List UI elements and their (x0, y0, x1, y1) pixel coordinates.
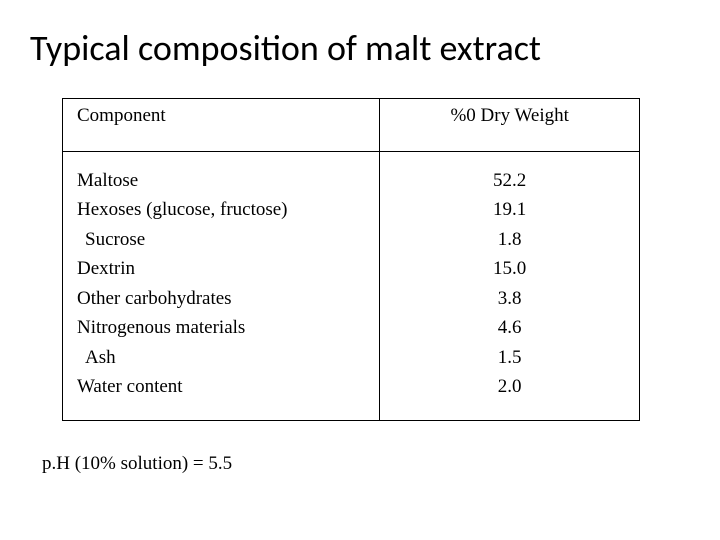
component-label: Other carbohydrates (77, 284, 369, 313)
component-value: 1.8 (390, 225, 629, 254)
component-label: Water content (77, 372, 369, 401)
component-label: Nitrogenous materials (77, 313, 369, 342)
composition-table-wrap: Component %0 Dry Weight MaltoseHexoses (… (62, 98, 640, 421)
component-label: Maltose (77, 166, 369, 195)
components-cell: MaltoseHexoses (glucose, fructose)Sucros… (63, 152, 380, 421)
composition-table: Component %0 Dry Weight MaltoseHexoses (… (62, 98, 640, 421)
component-label: Ash (77, 343, 369, 372)
table-body-row: MaltoseHexoses (glucose, fructose)Sucros… (63, 152, 640, 421)
page-title: Typical composition of malt extract (30, 26, 690, 70)
component-label: Sucrose (77, 225, 369, 254)
component-value: 1.5 (390, 343, 629, 372)
column-header-component: Component (63, 99, 380, 152)
component-value: 4.6 (390, 313, 629, 342)
table-header-row: Component %0 Dry Weight (63, 99, 640, 152)
ph-footnote: p.H (10% solution) = 5.5 (42, 453, 690, 475)
component-value: 3.8 (390, 284, 629, 313)
component-value: 2.0 (390, 372, 629, 401)
component-value: 19.1 (390, 195, 629, 224)
values-cell: 52.219.11.815.03.84.61.52.0 (380, 152, 640, 421)
component-value: 52.2 (390, 166, 629, 195)
component-value: 15.0 (390, 254, 629, 283)
column-header-dry-weight: %0 Dry Weight (380, 99, 640, 152)
component-label: Dextrin (77, 254, 369, 283)
component-label: Hexoses (glucose, fructose) (77, 195, 369, 224)
